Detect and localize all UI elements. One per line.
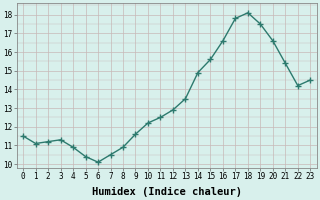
X-axis label: Humidex (Indice chaleur): Humidex (Indice chaleur) [92,186,242,197]
